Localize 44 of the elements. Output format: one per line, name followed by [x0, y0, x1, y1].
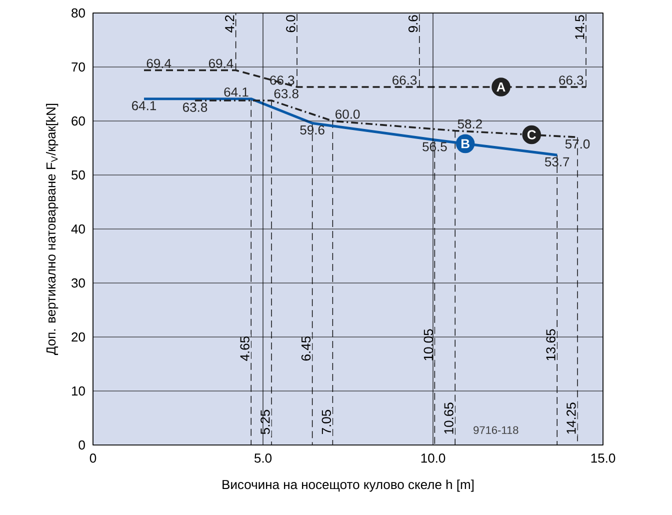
ref-line-label: 7.05 [322, 410, 331, 434]
data-label: 57.0 [565, 139, 590, 149]
series-label: A [496, 82, 506, 92]
series-label: C [527, 130, 536, 140]
data-label: 64.1 [224, 87, 248, 97]
ref-line-label: 9.6 [408, 15, 418, 32]
y-tick-label: 40 [71, 224, 85, 234]
ref-line-label: 10.05 [424, 329, 433, 360]
ref-line-label: 14.25 [566, 402, 576, 434]
ref-line-label: 4.2 [225, 15, 234, 32]
ref-line-label: 6.45 [301, 336, 311, 361]
ref-line-label: 14.5 [575, 15, 584, 40]
annotation: 9716-118 [474, 426, 518, 434]
data-label: 63.8 [183, 102, 208, 112]
x-tick-label: 5.0 [254, 454, 272, 463]
data-label: 64.1 [132, 101, 156, 110]
y-tick-label: 0 [78, 440, 85, 450]
y-tick-label: 80 [72, 8, 85, 18]
data-label: 66.3 [392, 76, 417, 85]
ref-line-label: 10.65 [444, 402, 454, 434]
data-label: 66.3 [559, 76, 584, 85]
ref-line-label: 6.0 [286, 15, 296, 32]
ref-line-label: 4.65 [240, 336, 250, 361]
ref-line-label: 13.65 [546, 329, 556, 360]
y-tick-label: 50 [72, 170, 85, 180]
x-tick-label: 0 [90, 454, 96, 463]
y-tick-label: 20 [72, 332, 85, 342]
y-tick-label: 70 [72, 62, 85, 72]
x-tick-label: 15.0 [591, 454, 616, 463]
y-axis-title: Доп. вертикално натоварване F$_{V}$/крак[kN] [46, 104, 58, 355]
data-label: 69.4 [146, 58, 172, 68]
x-axis-title: Височина на носещото кулово скеле h [m] [222, 480, 474, 492]
data-label: 53.7 [544, 157, 570, 166]
data-label: 60.0 [336, 110, 360, 119]
x-tick-label: 10.0 [421, 454, 446, 463]
data-label: 69.4 [208, 58, 234, 68]
y-tick-label: 60 [72, 116, 85, 126]
data-label: 59.6 [300, 125, 324, 135]
series-label: B [461, 139, 470, 148]
y-tick-label: 30 [72, 278, 85, 288]
ref-line-label: 5.25 [260, 410, 270, 434]
y-tick-label: 10 [72, 386, 85, 396]
data-label: 58.2 [458, 119, 482, 129]
data-label: 63.8 [274, 89, 298, 98]
